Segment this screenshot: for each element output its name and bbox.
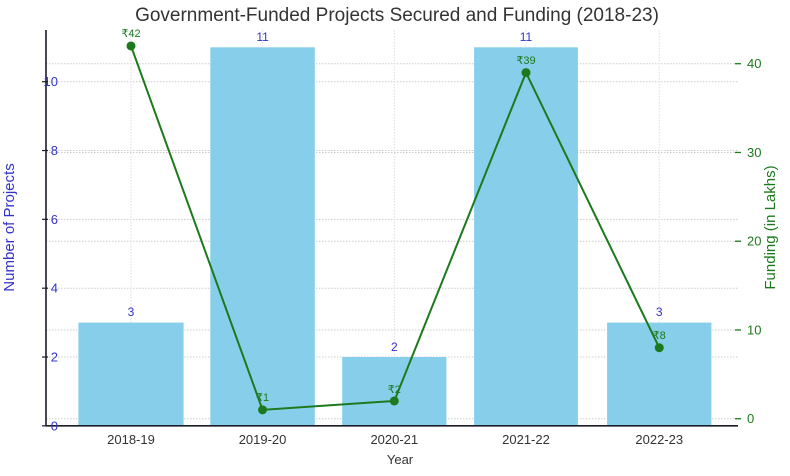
svg-text:2021-22: 2021-22 (502, 432, 550, 447)
svg-text:4: 4 (51, 281, 58, 296)
svg-text:3: 3 (128, 305, 135, 319)
svg-text:2: 2 (391, 340, 398, 354)
svg-text:0: 0 (747, 411, 754, 426)
svg-text:Funding (in Lakhs): Funding (in Lakhs) (762, 165, 779, 289)
svg-text:₹39: ₹39 (516, 55, 535, 67)
svg-text:Government-Funded Projects Sec: Government-Funded Projects Secured and F… (135, 5, 659, 26)
svg-text:40: 40 (747, 56, 761, 71)
svg-text:20: 20 (747, 234, 761, 249)
svg-text:30: 30 (747, 145, 761, 160)
svg-text:11: 11 (520, 30, 533, 44)
svg-text:₹2: ₹2 (388, 384, 401, 396)
svg-text:2020-21: 2020-21 (370, 432, 418, 447)
svg-text:11: 11 (256, 30, 269, 44)
svg-text:₹8: ₹8 (653, 330, 666, 342)
svg-text:₹1: ₹1 (256, 392, 269, 404)
svg-text:₹42: ₹42 (121, 28, 140, 40)
svg-text:Number of Projects: Number of Projects (1, 163, 18, 291)
svg-text:2022-23: 2022-23 (635, 432, 683, 447)
svg-text:3: 3 (656, 305, 663, 319)
svg-text:6: 6 (51, 212, 58, 227)
svg-text:0: 0 (51, 418, 58, 433)
svg-text:2018-19: 2018-19 (107, 432, 155, 447)
svg-text:Year: Year (387, 452, 414, 467)
svg-text:10: 10 (747, 323, 761, 338)
svg-text:8: 8 (51, 143, 58, 158)
svg-text:2: 2 (51, 350, 58, 365)
svg-text:2019-20: 2019-20 (239, 432, 287, 447)
